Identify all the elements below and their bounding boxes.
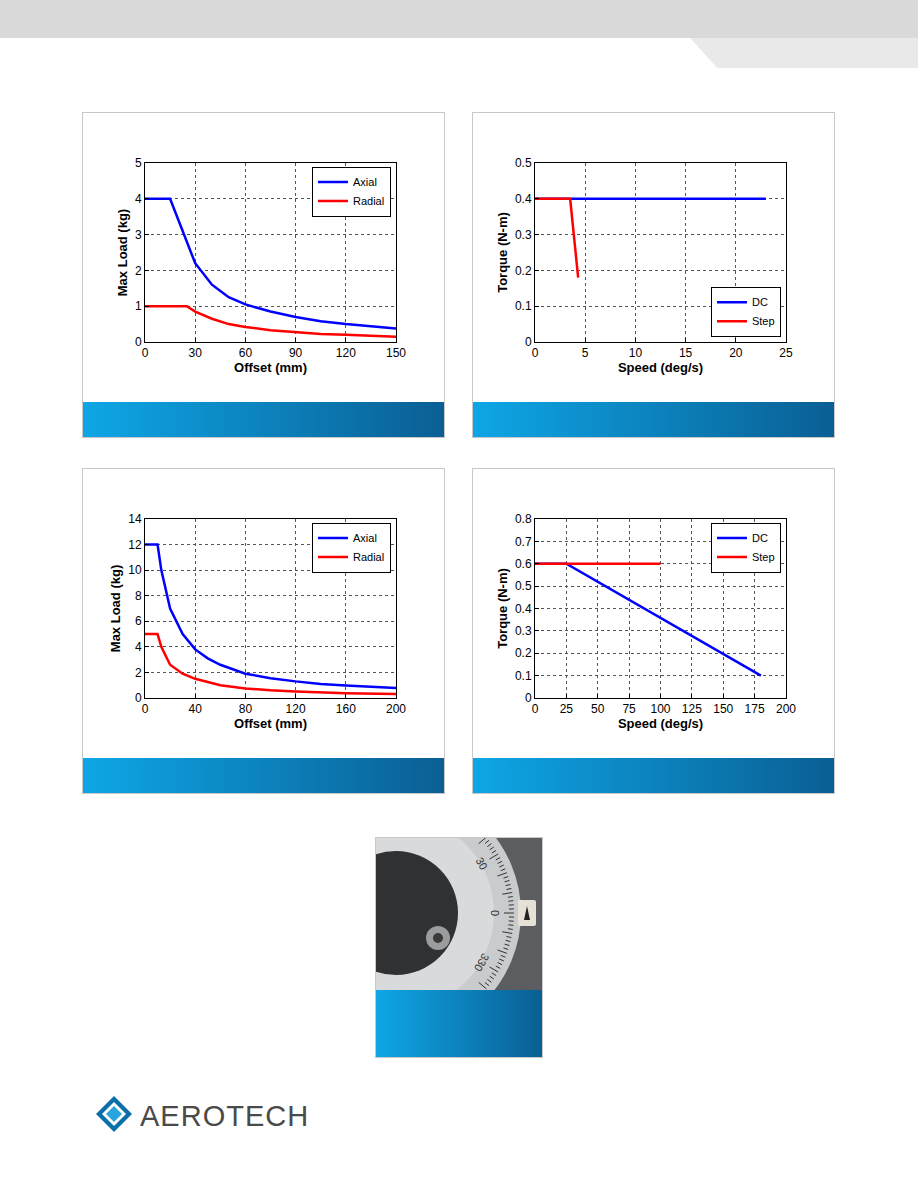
svg-text:Offset (mm): Offset (mm) bbox=[234, 360, 307, 375]
svg-text:0.7: 0.7 bbox=[515, 535, 532, 549]
svg-text:0.1: 0.1 bbox=[515, 669, 532, 683]
svg-text:0.2: 0.2 bbox=[515, 264, 532, 278]
svg-text:Speed (deg/s): Speed (deg/s) bbox=[618, 360, 703, 375]
svg-text:20: 20 bbox=[729, 346, 743, 360]
svg-text:AEROTECH: AEROTECH bbox=[140, 1100, 309, 1132]
svg-text:14: 14 bbox=[128, 512, 142, 526]
svg-text:0: 0 bbox=[532, 702, 539, 716]
svg-text:6: 6 bbox=[135, 614, 142, 628]
svg-text:25: 25 bbox=[779, 346, 793, 360]
svg-text:3: 3 bbox=[135, 228, 142, 242]
svg-text:DC: DC bbox=[752, 532, 768, 544]
svg-text:2: 2 bbox=[135, 666, 142, 680]
svg-text:160: 160 bbox=[336, 702, 356, 716]
svg-text:0.3: 0.3 bbox=[515, 624, 532, 638]
svg-text:0: 0 bbox=[489, 910, 501, 916]
svg-text:0.2: 0.2 bbox=[515, 646, 532, 660]
svg-text:Radial: Radial bbox=[353, 551, 384, 563]
svg-text:0.4: 0.4 bbox=[515, 602, 532, 616]
svg-text:10: 10 bbox=[128, 563, 142, 577]
svg-text:100: 100 bbox=[650, 702, 670, 716]
svg-text:330: 330 bbox=[472, 952, 492, 974]
svg-text:Max Load (kg): Max Load (kg) bbox=[115, 209, 130, 296]
svg-text:90: 90 bbox=[289, 346, 303, 360]
svg-text:8: 8 bbox=[135, 589, 142, 603]
svg-text:Torque (N-m): Torque (N-m) bbox=[495, 212, 510, 293]
svg-text:15: 15 bbox=[679, 346, 693, 360]
svg-text:0: 0 bbox=[525, 335, 532, 349]
svg-text:0.8: 0.8 bbox=[515, 512, 532, 526]
svg-text:Radial: Radial bbox=[353, 195, 384, 207]
svg-text:Axial: Axial bbox=[353, 532, 377, 544]
svg-text:175: 175 bbox=[745, 702, 765, 716]
svg-text:10: 10 bbox=[629, 346, 643, 360]
svg-text:80: 80 bbox=[239, 702, 253, 716]
svg-text:25: 25 bbox=[560, 702, 574, 716]
svg-text:150: 150 bbox=[386, 346, 406, 360]
svg-text:2: 2 bbox=[135, 264, 142, 278]
svg-text:5: 5 bbox=[135, 156, 142, 170]
svg-text:0.4: 0.4 bbox=[515, 192, 532, 206]
svg-text:60: 60 bbox=[239, 346, 253, 360]
svg-text:4: 4 bbox=[135, 640, 142, 654]
svg-text:0: 0 bbox=[525, 691, 532, 705]
svg-text:0: 0 bbox=[135, 691, 142, 705]
svg-text:Torque (N-m): Torque (N-m) bbox=[495, 568, 510, 649]
svg-text:0.3: 0.3 bbox=[515, 228, 532, 242]
svg-text:150: 150 bbox=[713, 702, 733, 716]
svg-text:Step: Step bbox=[752, 315, 775, 327]
svg-text:0.1: 0.1 bbox=[515, 299, 532, 313]
svg-text:1: 1 bbox=[135, 299, 142, 313]
svg-text:40: 40 bbox=[189, 702, 203, 716]
svg-text:0.6: 0.6 bbox=[515, 557, 532, 571]
svg-text:Offset (mm): Offset (mm) bbox=[234, 716, 307, 731]
svg-text:12: 12 bbox=[128, 538, 142, 552]
svg-text:Step: Step bbox=[752, 551, 775, 563]
svg-text:5: 5 bbox=[582, 346, 589, 360]
svg-text:200: 200 bbox=[386, 702, 406, 716]
svg-text:50: 50 bbox=[591, 702, 605, 716]
svg-text:30: 30 bbox=[189, 346, 203, 360]
svg-text:0: 0 bbox=[142, 702, 149, 716]
svg-text:0: 0 bbox=[532, 346, 539, 360]
svg-text:120: 120 bbox=[286, 702, 306, 716]
svg-text:Axial: Axial bbox=[353, 176, 377, 188]
svg-text:200: 200 bbox=[776, 702, 796, 716]
svg-text:Max Load (kg): Max Load (kg) bbox=[108, 565, 123, 652]
svg-text:30: 30 bbox=[474, 855, 491, 872]
svg-text:75: 75 bbox=[622, 702, 636, 716]
svg-text:4: 4 bbox=[135, 192, 142, 206]
svg-text:0.5: 0.5 bbox=[515, 156, 532, 170]
svg-text:DC: DC bbox=[752, 296, 768, 308]
svg-text:Speed (deg/s): Speed (deg/s) bbox=[618, 716, 703, 731]
svg-text:125: 125 bbox=[682, 702, 702, 716]
svg-text:120: 120 bbox=[336, 346, 356, 360]
svg-text:0: 0 bbox=[142, 346, 149, 360]
svg-text:0.5: 0.5 bbox=[515, 579, 532, 593]
svg-text:0: 0 bbox=[135, 335, 142, 349]
